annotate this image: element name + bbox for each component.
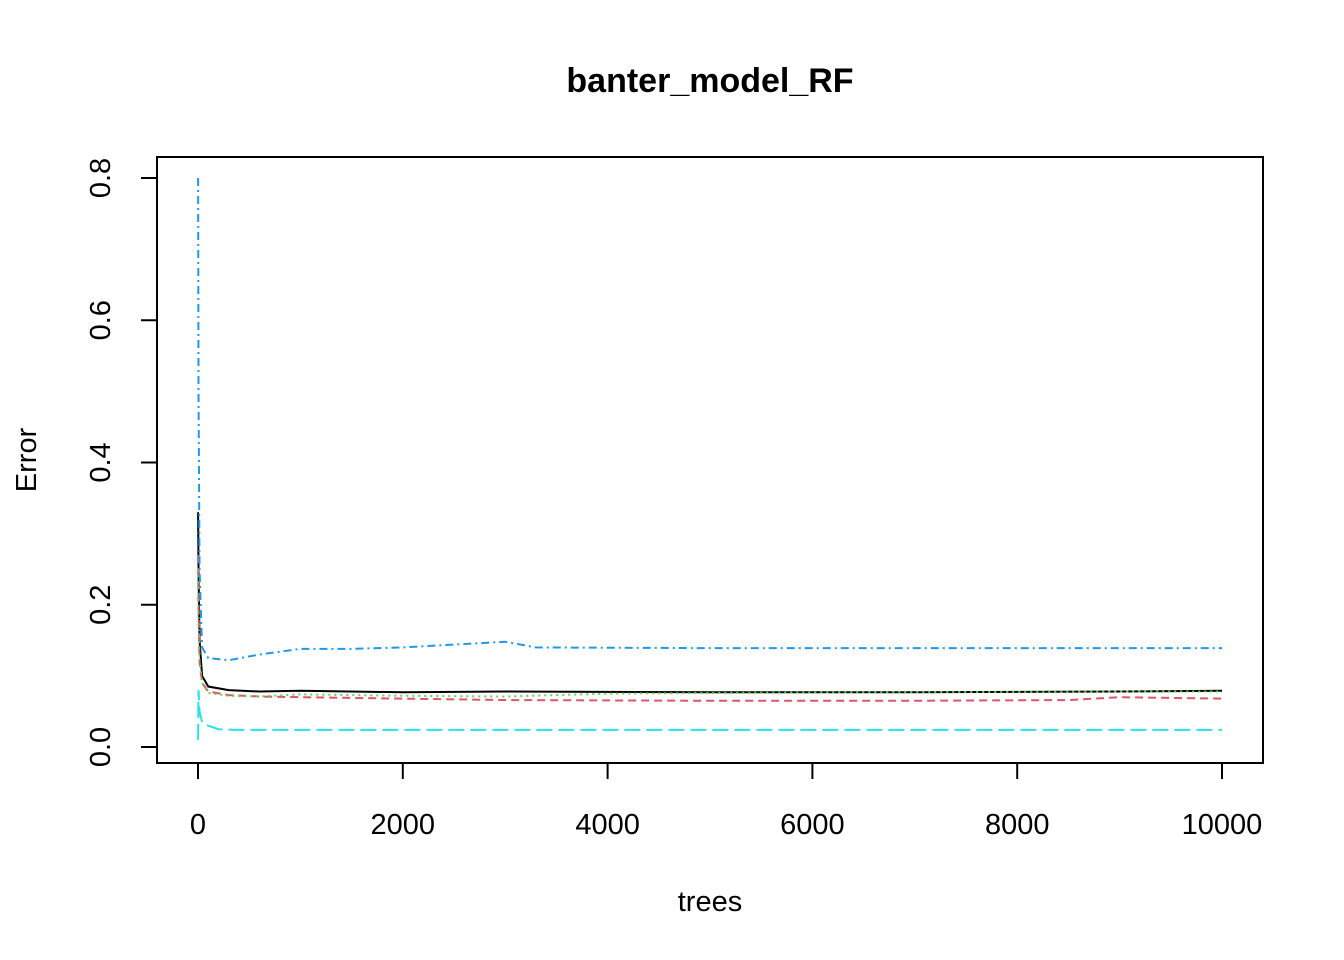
plot-frame	[156, 156, 1264, 764]
y-tick-label: 0.2	[85, 585, 117, 625]
series-layer	[197, 177, 1223, 740]
chart-title: banter_model_RF	[566, 62, 853, 100]
x-tick-label: 8000	[985, 809, 1050, 841]
y-tick-label: 0.0	[85, 727, 117, 767]
series-line-1	[197, 512, 1223, 694]
x-axis-label: trees	[678, 886, 742, 918]
y-tick-label: 0.6	[85, 300, 117, 340]
y-axis-label: Error	[11, 427, 43, 492]
x-tick-label: 2000	[371, 809, 436, 841]
x-tick-label: 10000	[1182, 809, 1263, 841]
x-tick-label: 4000	[575, 809, 640, 841]
y-tick-label: 0.8	[85, 158, 117, 198]
series-line-5	[197, 690, 1222, 740]
x-tick-label: 0	[190, 809, 206, 841]
y-tick-label: 0.4	[85, 442, 117, 482]
y-axis: 0.0 0.2 0.4 0.6 0.8	[85, 158, 158, 767]
x-axis: 0 2000 4000 6000 8000 10000	[190, 762, 1263, 841]
series-line-3	[197, 569, 1222, 698]
series-line-2	[197, 554, 1223, 702]
x-tick-label: 6000	[780, 809, 845, 841]
series-line-4	[197, 177, 1222, 662]
